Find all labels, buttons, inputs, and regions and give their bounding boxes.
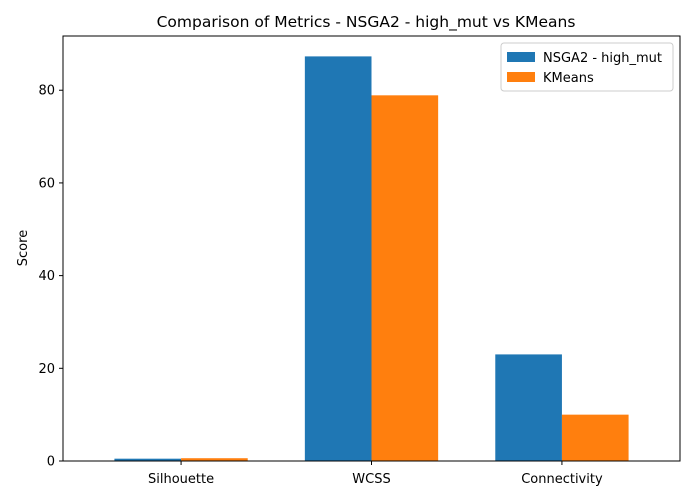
y-tick-label: 20 [38, 362, 55, 377]
y-axis-label: Score [16, 230, 31, 266]
y-axis-ticks: 0 20 40 60 80 [38, 84, 63, 470]
y-tick-label: 40 [38, 269, 55, 284]
bar-silhouette-series-2 [181, 458, 248, 461]
legend-label: NSGA2 - high_mut [543, 51, 662, 66]
bars-group [114, 56, 629, 462]
bar-wcss-series-2 [371, 95, 439, 461]
legend-swatch [507, 72, 535, 82]
chart-title: Comparison of Metrics - NSGA2 - high_mut… [157, 13, 576, 32]
x-tick-label: WCSS [352, 472, 390, 487]
bar-connectivity-series-1 [495, 354, 562, 461]
x-axis-ticks: Silhouette WCSS Connectivity [148, 461, 603, 487]
y-tick-label: 0 [47, 455, 55, 470]
legend-frame [500, 42, 674, 92]
bar-wcss-series-1 [304, 56, 372, 462]
legend-swatch [507, 52, 535, 62]
bar-connectivity-series-2 [561, 414, 629, 461]
y-tick-label: 60 [38, 176, 55, 191]
legend-label: KMeans [543, 71, 594, 86]
plot-frame [62, 35, 681, 462]
legend: NSGA2 - high_mut KMeans [500, 42, 674, 92]
y-tick-label: 80 [38, 84, 55, 99]
bar-silhouette-series-1 [114, 458, 182, 461]
x-tick-label: Connectivity [521, 472, 603, 487]
x-tick-label: Silhouette [148, 472, 214, 487]
